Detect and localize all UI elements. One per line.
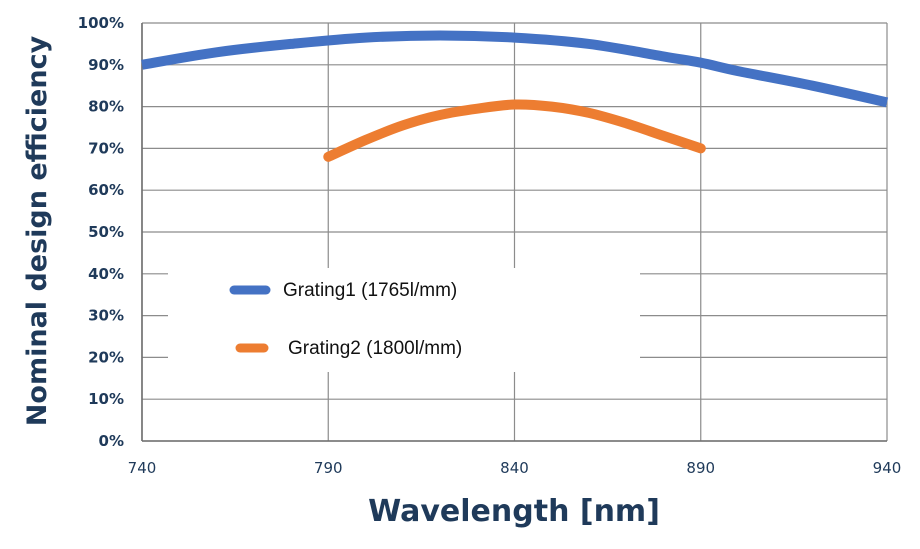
x-tick-label: 790: [314, 459, 343, 477]
y-tick-label: 100%: [78, 14, 124, 32]
series-line-grating2: [323, 99, 706, 162]
y-tick-label: 10%: [88, 390, 124, 408]
y-tick-label: 90%: [88, 56, 124, 74]
series-lines: [141, 30, 889, 162]
y-tick-label: 50%: [88, 223, 124, 241]
y-tick-label: 40%: [88, 265, 124, 283]
legend: Grating1 (1765l/mm) Grating2 (1800l/mm): [229, 280, 462, 359]
grid: [141, 22, 888, 442]
y-tick-labels: 0% 10% 20% 30% 40% 50% 60% 70% 80% 90% 100%: [78, 14, 124, 450]
y-tick-label: 0%: [99, 432, 124, 450]
legend-label-grating1: Grating1 (1765l/mm): [283, 280, 457, 301]
y-tick-label: 20%: [88, 348, 124, 366]
x-tick-labels: 740 790 840 890 940: [128, 459, 902, 477]
series-line-grating1: [141, 30, 889, 108]
y-tick-label: 60%: [88, 181, 124, 199]
x-tick-label: 940: [873, 459, 902, 477]
legend-background: [168, 268, 640, 372]
legend-label-grating2: Grating2 (1800l/mm): [288, 338, 462, 359]
y-tick-label: 80%: [88, 98, 124, 116]
x-tick-label: 740: [128, 459, 157, 477]
y-axis-title: Nominal design efficiency: [22, 35, 53, 426]
x-axis-title: Wavelength [nm]: [368, 494, 660, 529]
x-tick-label: 840: [500, 459, 529, 477]
x-tick-label: 890: [686, 459, 715, 477]
y-tick-label: 70%: [88, 139, 124, 157]
y-tick-label: 30%: [88, 307, 124, 325]
